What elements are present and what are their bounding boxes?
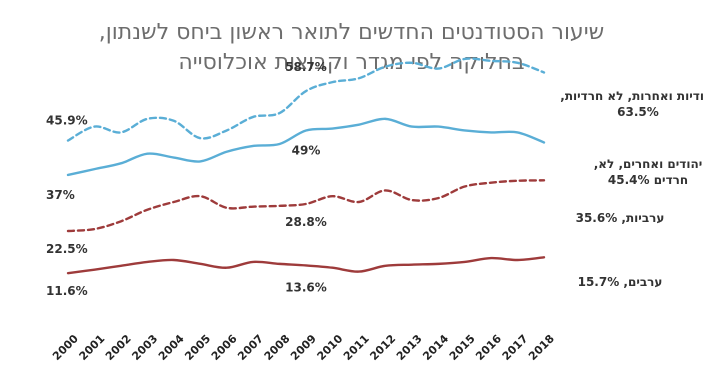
x-tick-label: 2002	[103, 332, 134, 363]
jewish-men-series-line	[66, 117, 546, 177]
jewish-women-series-mid-label: 58.7%	[285, 60, 327, 74]
arab-men-series-mid-label: 13.6%	[285, 280, 327, 294]
x-tick-label: 2008	[262, 332, 293, 363]
arab-women-series-legend-label: ערביות, 35.6%	[576, 211, 665, 225]
x-tick-label: 2000	[50, 332, 81, 363]
chart-subtitle: בחלוקה לפי מגדר וקבוצות אוכלוסייה	[178, 50, 525, 75]
x-tick-label: 2018	[526, 332, 557, 363]
jewish-women-series-legend-label: יהודיות ואחרות, לא חרדיות, 63.5%	[560, 89, 703, 119]
x-tick-label: 2010	[315, 332, 346, 363]
jewish-women-series-start-label: 45.9%	[46, 114, 88, 128]
x-tick-label: 2007	[235, 332, 266, 363]
arab-women-series-start-label: 22.5%	[46, 242, 88, 256]
arab-men-series-start-label: 11.6%	[46, 284, 88, 298]
x-tick-label: 2012	[367, 332, 398, 363]
x-tick-label: 2001	[77, 332, 108, 363]
x-tick-label: 2005	[182, 332, 213, 363]
arab-women-series-line	[66, 179, 546, 233]
x-tick-label: 2016	[473, 332, 504, 363]
chart-title: שיעור הסטודנטים החדשים לתואר ראשון ביחס …	[98, 20, 605, 45]
x-tick-label: 2004	[156, 332, 187, 363]
x-tick-label: 2006	[209, 332, 240, 363]
x-tick-label: 2013	[394, 332, 425, 363]
arab-men-series-line	[66, 256, 546, 275]
jewish-men-series-start-label: 37%	[46, 188, 75, 202]
jewish-men-series-legend-label: יהודים ואחרים, לא, חרדים 45.4%	[594, 157, 703, 187]
x-tick-label: 2003	[129, 332, 160, 363]
x-tick-label: 2009	[288, 332, 319, 363]
jewish-men-series-mid-label: 49%	[292, 143, 321, 157]
x-tick-label: 2017	[500, 332, 531, 363]
jewish-women-series-line	[66, 57, 546, 142]
x-tick-label: 2014	[420, 332, 451, 363]
x-tick-label: 2015	[447, 332, 478, 363]
arab-men-series-legend-label: ערבים, 15.7%	[578, 275, 663, 289]
x-tick-label: 2011	[341, 332, 372, 363]
arab-women-series-mid-label: 28.8%	[285, 215, 327, 229]
